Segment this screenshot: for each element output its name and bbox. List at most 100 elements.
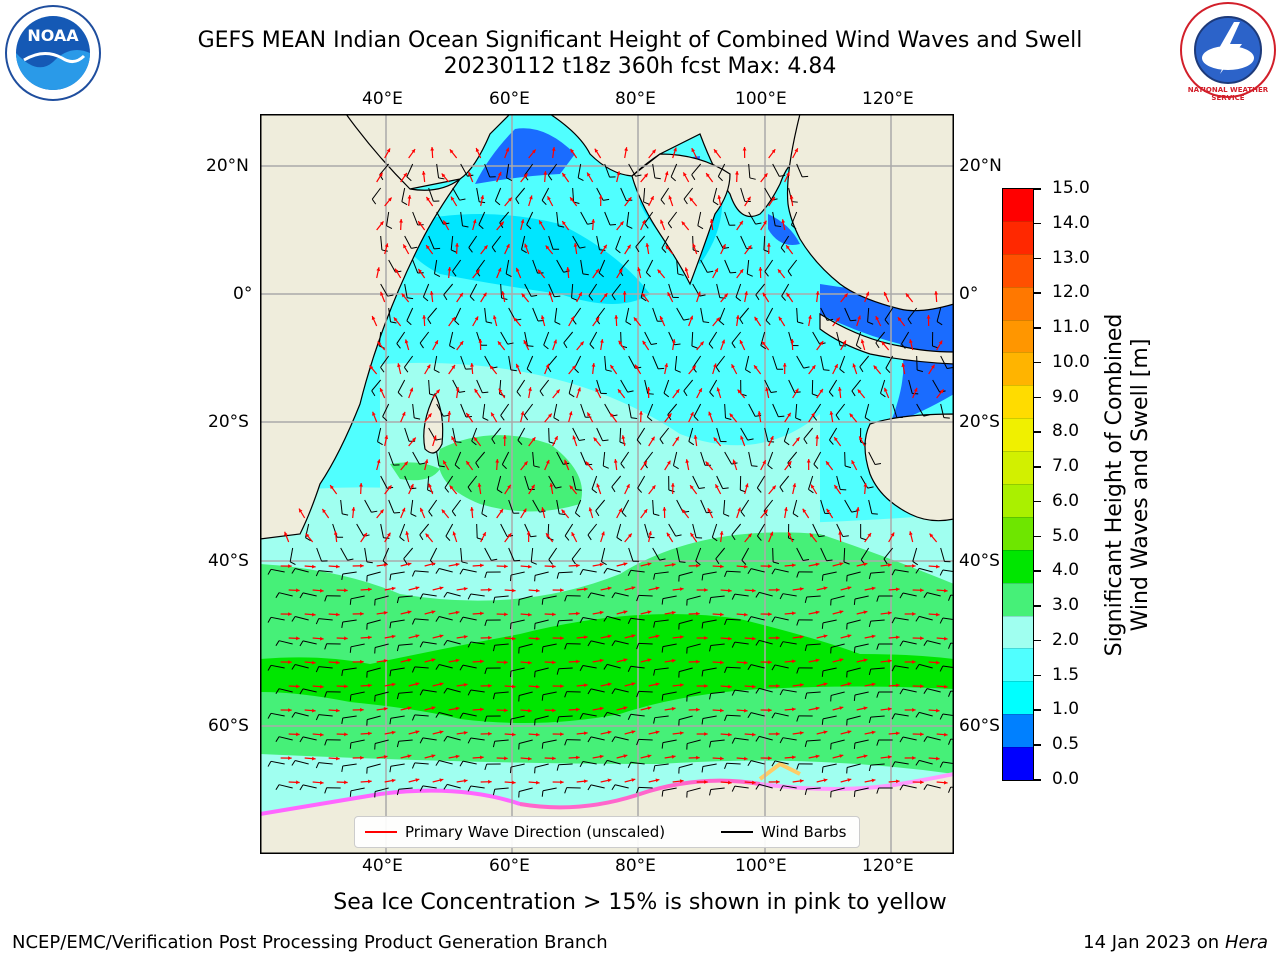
wave-direction-arrowhead bbox=[642, 340, 647, 345]
wind-barb bbox=[870, 571, 885, 574]
wind-barb bbox=[628, 163, 636, 177]
wind-barb-feather bbox=[853, 742, 856, 749]
wind-barb-feather bbox=[611, 640, 616, 647]
wave-direction-arrowhead bbox=[488, 731, 492, 736]
wind-barb bbox=[611, 475, 622, 488]
wind-barb bbox=[662, 691, 677, 696]
wind-barb bbox=[854, 739, 869, 744]
wave-direction-arrowhead bbox=[857, 315, 861, 320]
map-frame bbox=[260, 114, 954, 854]
wind-barb-feather bbox=[659, 438, 664, 445]
wind-barb-feather bbox=[396, 741, 400, 748]
wind-barb-feather bbox=[482, 391, 489, 394]
wind-barb bbox=[494, 187, 502, 202]
wind-barb-feather bbox=[579, 246, 586, 249]
wind-barb bbox=[558, 763, 573, 766]
wind-barb-feather bbox=[455, 441, 462, 443]
wind-barb-feather bbox=[796, 715, 800, 722]
wind-barb-feather bbox=[500, 415, 505, 421]
wave-direction-arrowhead bbox=[618, 340, 623, 345]
wind-barb bbox=[398, 595, 413, 598]
footer-date-text: 14 Jan 2023 on bbox=[1083, 932, 1225, 953]
wave-direction-arrowhead bbox=[847, 730, 852, 734]
wind-barb-feather bbox=[741, 559, 747, 565]
wind-barb bbox=[438, 664, 453, 669]
colorbar-segment bbox=[1003, 319, 1033, 353]
wave-direction-arrowhead bbox=[336, 660, 340, 665]
wind-barb-feather bbox=[495, 200, 501, 206]
wind-barb bbox=[590, 592, 605, 597]
wind-barb-feather bbox=[467, 689, 472, 696]
wave-direction-arrowhead bbox=[539, 220, 543, 225]
wind-barb-feather bbox=[637, 487, 643, 493]
wind-barb-feather bbox=[635, 174, 642, 177]
wave-direction-arrowhead bbox=[488, 587, 492, 592]
colorbar-tick-label: 12.0 bbox=[1052, 282, 1090, 303]
wind-barb bbox=[724, 259, 731, 274]
wind-barb-feather bbox=[709, 645, 712, 652]
wind-barb bbox=[524, 163, 534, 176]
wind-barb-feather bbox=[587, 222, 594, 225]
wind-barb bbox=[640, 283, 646, 298]
wind-barb-feather bbox=[509, 767, 512, 774]
wave-direction-arrowhead bbox=[562, 173, 566, 178]
wind-barb-feather bbox=[653, 621, 656, 628]
wind-barb-feather bbox=[397, 392, 403, 398]
wave-direction-arrowhead bbox=[425, 533, 430, 538]
wind-barb bbox=[438, 712, 453, 717]
wind-barb bbox=[452, 259, 462, 272]
wave-direction-arrowhead bbox=[583, 779, 588, 784]
wind-barb-feather bbox=[821, 574, 824, 581]
wave-direction-arrowhead bbox=[897, 317, 902, 322]
wind-barb bbox=[444, 475, 454, 488]
wind-barb bbox=[588, 283, 598, 296]
wind-barb-feather bbox=[724, 763, 728, 769]
wind-barb-feather bbox=[275, 784, 280, 791]
wave-direction-arrowhead bbox=[531, 149, 536, 154]
wind-barb-feather bbox=[587, 736, 592, 743]
wave-direction-arrowhead bbox=[369, 365, 374, 370]
wind-barb bbox=[654, 571, 669, 575]
wind-barb bbox=[500, 283, 503, 299]
wave-direction-arrowhead bbox=[577, 387, 581, 392]
wave-direction-arrowhead bbox=[781, 219, 786, 224]
wind-barb bbox=[598, 259, 606, 274]
wave-direction-arrowhead bbox=[851, 460, 855, 465]
wind-barb-feather bbox=[787, 462, 792, 469]
wind-barb bbox=[774, 712, 789, 717]
wind-barb-feather bbox=[486, 321, 493, 324]
wave-direction-arrowhead bbox=[391, 682, 396, 687]
wind-barb-feather bbox=[818, 535, 825, 538]
wind-barb-feather bbox=[459, 664, 464, 671]
wave-direction-arrowhead bbox=[905, 293, 910, 298]
wind-barb-feather bbox=[667, 414, 672, 421]
wind-barb bbox=[830, 691, 845, 696]
wind-barb bbox=[870, 667, 885, 670]
wind-barb-feather bbox=[342, 513, 349, 516]
colorbar-tick-label: 0.0 bbox=[1052, 769, 1080, 789]
wave-direction-arrowhead bbox=[815, 610, 820, 615]
wind-barb-feather bbox=[419, 593, 424, 600]
wind-barb-feather bbox=[739, 318, 744, 325]
wind-barb bbox=[563, 331, 574, 344]
wind-barb bbox=[350, 643, 365, 648]
wind-barb bbox=[500, 331, 509, 345]
wave-direction-arrowhead bbox=[735, 171, 739, 175]
colorbar-tick-mark bbox=[1034, 570, 1041, 572]
wind-barb-feather bbox=[719, 320, 725, 326]
wave-direction-arrowhead bbox=[439, 682, 444, 687]
wave-direction-arrowhead bbox=[545, 459, 550, 464]
wave-direction-arrowhead bbox=[758, 267, 763, 271]
wind-barb bbox=[318, 714, 333, 717]
wind-barb bbox=[596, 427, 603, 441]
wind-barb bbox=[412, 403, 415, 418]
wind-barb-feather bbox=[644, 223, 649, 229]
wave-direction-arrowhead bbox=[607, 586, 612, 591]
wind-barb bbox=[460, 355, 467, 370]
wind-barb bbox=[460, 403, 467, 418]
wind-barb bbox=[630, 617, 645, 621]
wave-direction-arrowhead bbox=[683, 172, 687, 177]
wave-direction-arrowhead bbox=[627, 197, 632, 202]
wind-barb-feather bbox=[389, 670, 392, 677]
wave-direction-arrowhead bbox=[660, 219, 664, 224]
